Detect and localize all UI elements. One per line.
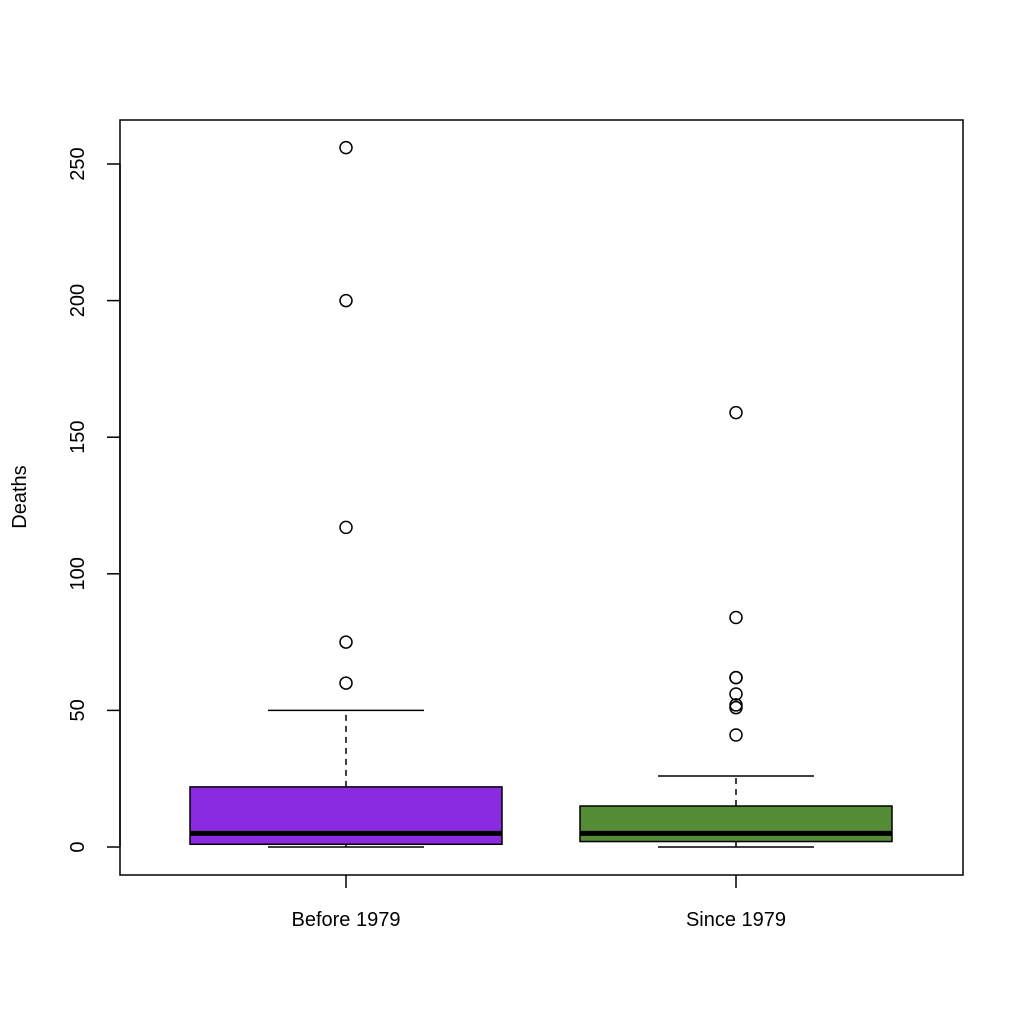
y-tick-label: 100 (67, 557, 89, 590)
y-axis: 0 50 100 150 200 250 (67, 147, 121, 853)
outlier-point (339, 140, 353, 155)
outlier-point (729, 728, 743, 742)
x-tick-label: Since 1979 (686, 909, 786, 931)
box-series (189, 140, 893, 848)
outlier-point (729, 405, 743, 420)
y-tick-label: 50 (67, 699, 89, 721)
x-axis: Before 1979 Since 1979 (292, 875, 786, 931)
outlier-point (729, 698, 743, 712)
outlier-point (729, 700, 743, 715)
y-axis-title: Deaths (9, 465, 31, 528)
plot-frame (119, 119, 964, 876)
outlier-point (339, 676, 353, 690)
y-tick-label: 0 (67, 841, 89, 852)
outlier-point (339, 293, 353, 308)
outlier-point (729, 670, 743, 685)
iqr-box (579, 805, 893, 843)
outlier-point (729, 610, 743, 625)
x-tick-label: Before 1979 (292, 909, 401, 931)
y-tick-label: 150 (67, 421, 89, 454)
outlier-point (729, 687, 743, 701)
y-tick-label: 250 (67, 147, 89, 180)
y-tick-label: 200 (67, 284, 89, 317)
outlier-point (339, 520, 353, 535)
box-group (579, 405, 893, 848)
box-group (189, 140, 503, 848)
outlier-point (339, 635, 353, 649)
